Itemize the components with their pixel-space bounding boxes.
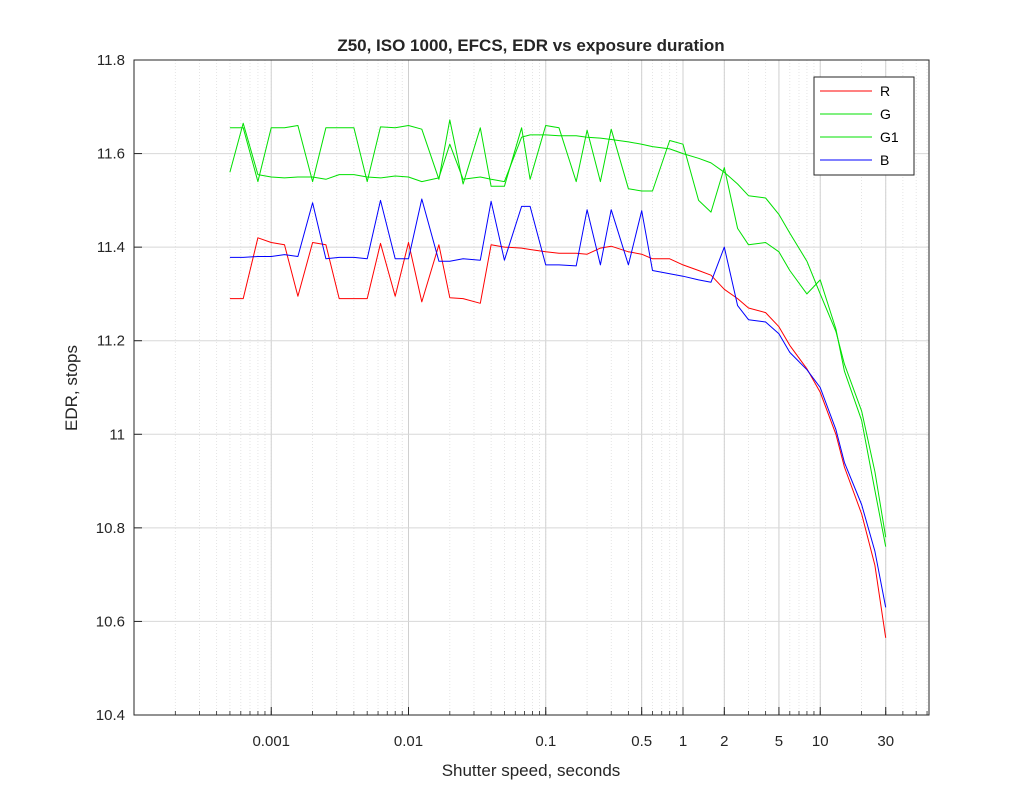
x-tick-label: 10: [812, 733, 829, 750]
plot-frame: [133, 59, 930, 716]
x-tick-label: 0.001: [252, 733, 290, 750]
series-line-g1: [229, 122, 887, 538]
x-tick-label: 30: [877, 733, 894, 750]
legend-label-g: G: [880, 106, 891, 122]
plot-area: [134, 60, 929, 715]
x-tick-label: 2: [720, 733, 728, 750]
x-tick-label: 1: [679, 733, 687, 750]
x-tick-label: 0.1: [535, 733, 556, 750]
y-tick-label: 10.4: [96, 707, 125, 724]
legend-label-b: B: [880, 152, 889, 168]
y-tick-label: 10.8: [96, 520, 125, 537]
y-tick-label: 11.6: [97, 146, 125, 163]
chart-title: Z50, ISO 1000, EFCS, EDR vs exposure dur…: [337, 36, 724, 55]
x-tick-label: 0.01: [394, 733, 423, 750]
y-tick-label: 11.2: [97, 333, 125, 350]
legend: RG G1 B: [813, 76, 915, 176]
axis-ticks: 0.001 0.01 0.1 0.5 1 2 5 10 30 10.4 10.6 10.8 11 11.2…: [96, 52, 928, 750]
y-tick-label: 10.6: [96, 613, 125, 630]
series-line-r: [229, 237, 887, 638]
legend-box: [813, 76, 915, 176]
grid: [133, 59, 929, 716]
y-axis-label: EDR, stops: [62, 345, 81, 431]
x-axis-label: Shutter speed, seconds: [442, 761, 621, 780]
series-line-g: [229, 119, 887, 547]
legend-label-g1: G1: [880, 129, 899, 145]
x-tick-label: 5: [775, 733, 783, 750]
y-tick-label: 11.8: [97, 52, 125, 69]
x-tick-label: 0.5: [631, 733, 652, 750]
legend-label-r: R: [880, 83, 890, 99]
series-line-b: [229, 198, 887, 608]
y-tick-label: 11.4: [97, 239, 125, 256]
series-lines: [229, 119, 887, 638]
y-tick-label: 11: [109, 426, 125, 443]
